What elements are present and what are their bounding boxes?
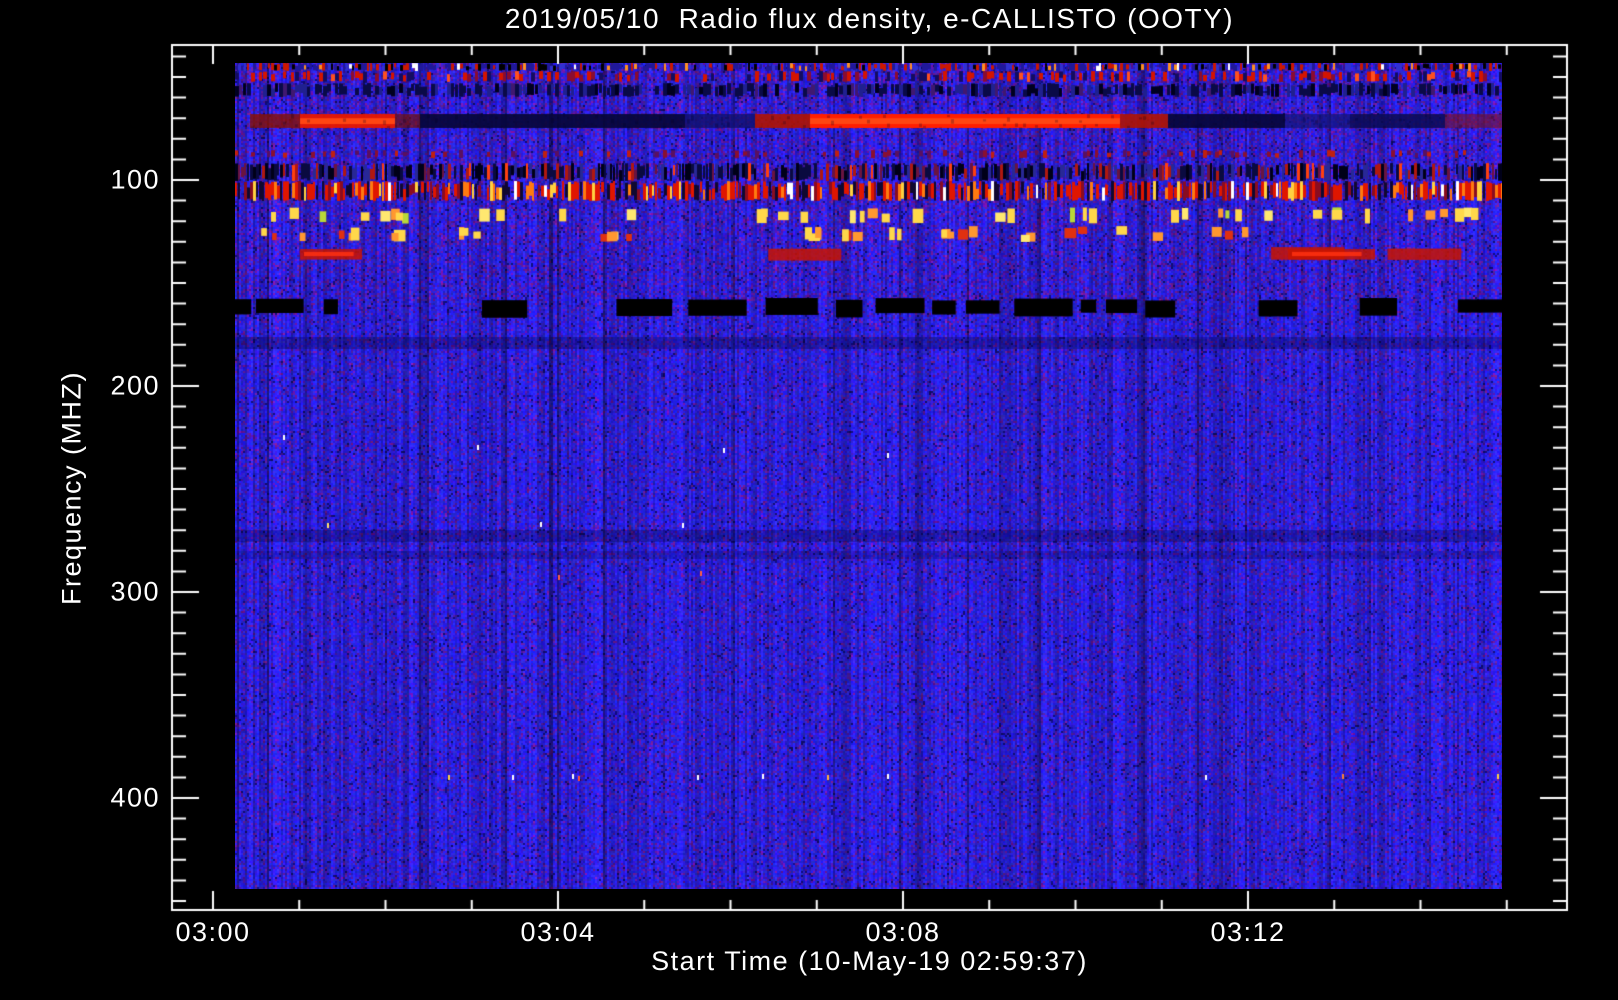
y-tick-label: 400 bbox=[110, 782, 160, 813]
x-tick-label: 03:00 bbox=[175, 917, 251, 947]
x-tick-label: 03:12 bbox=[1210, 917, 1286, 947]
x-tick-label: 03:04 bbox=[520, 917, 596, 947]
x-tick-label: 03:08 bbox=[865, 917, 941, 947]
y-tick-label: 100 bbox=[110, 164, 160, 195]
y-tick-label: 300 bbox=[110, 576, 160, 607]
y-tick-label: 200 bbox=[110, 370, 160, 401]
x-axis-label: Start Time (10-May-19 02:59:37) bbox=[651, 946, 1088, 976]
